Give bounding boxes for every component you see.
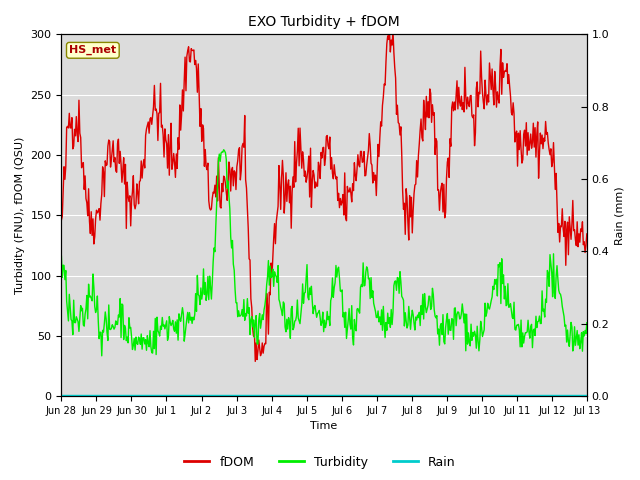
X-axis label: Time: Time	[310, 421, 338, 432]
Legend: fDOM, Turbidity, Rain: fDOM, Turbidity, Rain	[179, 451, 461, 474]
Y-axis label: Rain (mm): Rain (mm)	[615, 186, 625, 244]
Y-axis label: Turbidity (FNU), fDOM (QSU): Turbidity (FNU), fDOM (QSU)	[15, 136, 25, 294]
Text: HS_met: HS_met	[69, 45, 116, 56]
Title: EXO Turbidity + fDOM: EXO Turbidity + fDOM	[248, 15, 400, 29]
